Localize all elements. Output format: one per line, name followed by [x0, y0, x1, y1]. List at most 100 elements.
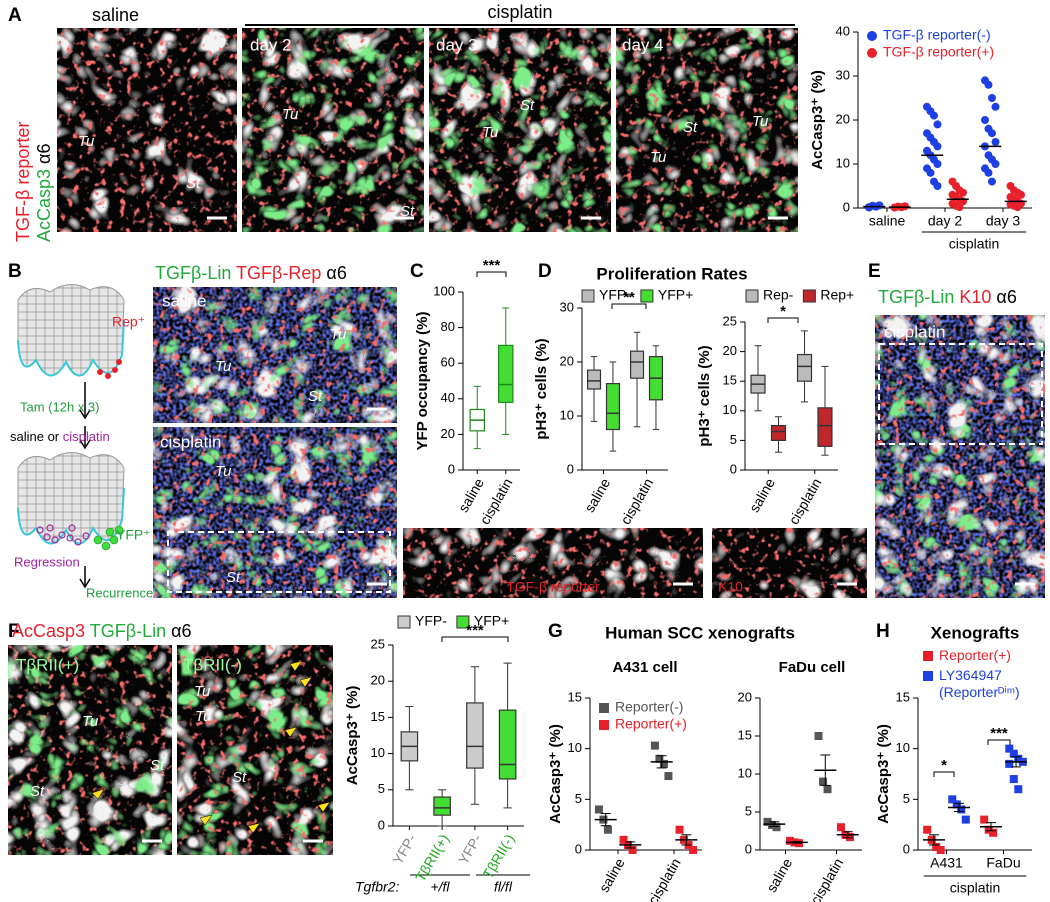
box [770, 425, 787, 442]
data-point [836, 823, 845, 832]
image-label: TβRII(+) [16, 655, 79, 674]
diagram-label-line: saline or cisplatin [10, 429, 110, 444]
stain-layer [429, 28, 611, 232]
region-label: St [186, 175, 201, 192]
y-tick-label: 20 [836, 111, 850, 126]
diagram-label: Regression [14, 554, 80, 569]
y-tick-label: 20 [441, 426, 455, 441]
data-point [603, 825, 612, 834]
region-label: St [30, 783, 45, 800]
data-point [1013, 203, 1022, 212]
region-label: Tu [330, 326, 347, 343]
data-point [1014, 754, 1023, 763]
significance-label: * [780, 303, 786, 320]
data-point [1009, 749, 1018, 758]
stain-layer [616, 28, 798, 232]
stain-layer [153, 287, 397, 423]
legend-label: Reporter(+) [939, 647, 1011, 663]
box [629, 350, 645, 379]
inset-label: K10 [718, 579, 743, 595]
data-point [980, 116, 989, 124]
box [605, 383, 621, 431]
legend-label: YFP+ [474, 613, 509, 629]
stain-layer [875, 315, 1045, 598]
data-point [980, 815, 989, 824]
y-axis-label: YFP occupancy (%) [414, 312, 431, 451]
region-label: St [683, 119, 698, 136]
legend-marker [581, 289, 595, 303]
data-point [785, 836, 794, 845]
legend-box: LY364947 (Reporterᴰⁱᵐ) [939, 667, 1020, 700]
x-tick-label: day 2 [928, 213, 962, 229]
stain-label: α6 [34, 144, 54, 164]
data-point [1014, 785, 1023, 794]
schematic [17, 284, 125, 589]
y-tick-label: 0 [567, 461, 574, 476]
data-point [957, 805, 966, 814]
significance-label: *** [483, 257, 501, 274]
region-label: Tu [650, 149, 667, 166]
stain-label: α6 [171, 621, 191, 641]
stain-layer [177, 645, 333, 855]
x-tick-label: YFP- [455, 831, 485, 867]
panel-letter: E [868, 261, 881, 282]
data-point [675, 825, 684, 834]
data-point [689, 846, 698, 854]
legend-label: Reporter(-) [615, 699, 683, 715]
legend-marker [867, 31, 877, 41]
data-point [655, 754, 664, 763]
legend-marker [599, 720, 609, 730]
legend-label: Rep+ [820, 287, 854, 303]
region-label: Tu [215, 358, 232, 375]
stain-label: TGFβ-Lin [90, 621, 166, 641]
arrowheads [91, 660, 331, 834]
region-label: Tu [78, 133, 95, 150]
data-point [989, 828, 998, 837]
region-label: Tu [194, 683, 211, 700]
panel-letter: G [548, 621, 563, 642]
data-point [619, 835, 628, 844]
y-tick-label: 10 [723, 402, 737, 417]
data-point [664, 772, 673, 781]
y-tick-label: 5 [903, 791, 910, 806]
data-point [991, 138, 1000, 146]
diagram-label: YFP⁺ [116, 527, 151, 543]
x-tick-label: cisplatin [807, 855, 846, 902]
data-point [984, 168, 993, 177]
y-tick-label: 10 [738, 765, 752, 780]
box [466, 702, 484, 769]
region-label: Tu [282, 106, 299, 123]
data-point [864, 203, 873, 212]
zoom-box [878, 343, 1043, 445]
y-axis-label: AcCasp3⁺ (%) [809, 70, 826, 170]
y-tick-label: 100 [433, 283, 455, 298]
data-point [987, 177, 996, 186]
legend-label: YFP- [415, 613, 447, 629]
zoom-box [167, 531, 391, 593]
data-point [845, 833, 854, 842]
panel-letter: F [8, 621, 20, 642]
panel-letter: H [876, 621, 890, 642]
region-label: St [150, 757, 165, 774]
significance-bracket [767, 317, 799, 323]
y-tick-label: 15 [723, 373, 737, 388]
data-point [659, 759, 668, 768]
legend-marker [923, 651, 933, 661]
inset-label: TGF-β reporter [506, 579, 600, 595]
data-point [959, 188, 968, 197]
y-tick-label: 25 [371, 636, 385, 651]
legend-marker [456, 615, 470, 629]
stain-labels: TGFβ-Lin TGFβ-Rep α6 [155, 263, 347, 283]
diagram-label: cisplatin [63, 429, 110, 444]
region-label: Tu [752, 113, 769, 130]
legend-label: YFP+ [658, 287, 693, 303]
micrographs [8, 28, 1045, 855]
y-axis-label: pH3⁺ cells (%) [696, 345, 713, 446]
region-label: Tu [215, 463, 232, 480]
data-point [955, 203, 964, 212]
data-point [933, 120, 942, 129]
region-label: St [232, 769, 247, 786]
panel-letter: A [8, 5, 22, 26]
box [498, 344, 514, 403]
